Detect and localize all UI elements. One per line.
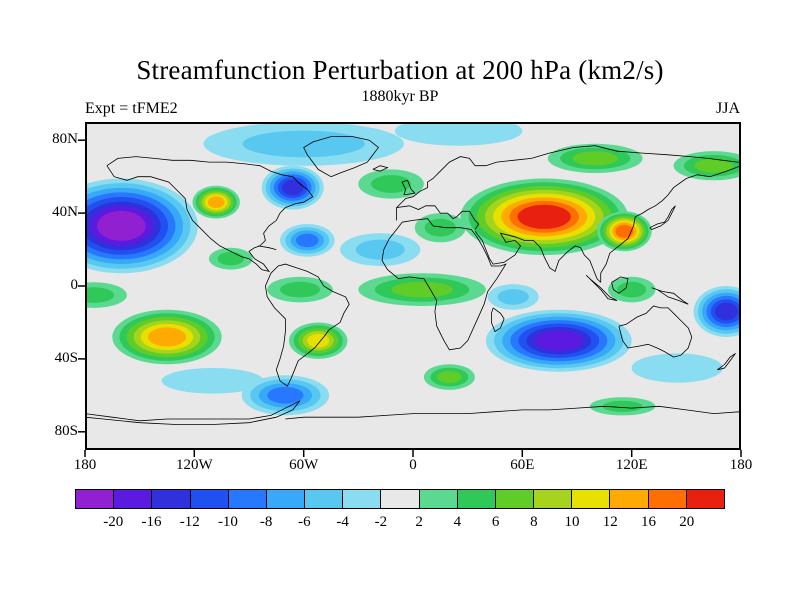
colorbar-segment	[686, 490, 724, 508]
colorbar-tick-label: -2	[374, 514, 388, 530]
lon-tick-label: 180	[73, 457, 97, 473]
colorbar-segment	[305, 490, 344, 508]
colorbar-segment	[648, 490, 687, 508]
plot-title: Streamfunction Perturbation at 200 hPa (…	[136, 55, 664, 85]
colorbar-segment	[457, 490, 496, 508]
lat-tick-label: 80N	[52, 131, 78, 148]
lon-tick-label: 180	[729, 457, 753, 473]
map-panel	[78, 122, 742, 457]
lat-tick-label: 40N	[52, 204, 78, 221]
colorbar-segment	[419, 490, 458, 508]
colorbar-tick-label: 20	[679, 514, 695, 530]
lat-tick-label: 40S	[54, 349, 78, 366]
colorbar-tick-label: 12	[602, 514, 618, 530]
colorbar-tick-label: -4	[336, 514, 349, 530]
colorbar-tick-label: 8	[530, 514, 538, 530]
colorbar-tick-label: 10	[564, 514, 580, 530]
lon-tick-label: 0	[409, 457, 417, 473]
colorbar	[75, 489, 725, 509]
lat-tick-label: 0	[70, 277, 79, 293]
contour-map	[78, 122, 742, 457]
colorbar-segment	[228, 490, 267, 508]
colorbar-segment	[114, 490, 153, 508]
colorbar-segment	[266, 490, 306, 508]
colorbar-tick-label: 16	[641, 514, 657, 530]
colorbar-segment	[190, 490, 229, 508]
lon-tick-label: 60W	[289, 457, 319, 473]
colorbar-tick-label: -10	[217, 514, 238, 530]
colorbar-segment	[343, 490, 382, 508]
lat-tick-label: 80S	[54, 422, 78, 439]
colorbar-tick-label: 6	[491, 514, 500, 530]
plot-subtitle: 1880kyr BP	[361, 88, 439, 105]
colorbar-segment	[572, 490, 611, 508]
colorbar-tick-label: -12	[179, 514, 200, 530]
colorbar-tick-label: 4	[453, 514, 462, 530]
experiment-label: Expt = tFME2	[85, 100, 178, 117]
colorbar-segment	[534, 490, 573, 508]
colorbar-segment	[152, 490, 191, 508]
lon-tick-label: 60E	[510, 457, 535, 473]
colorbar-segment	[76, 490, 115, 508]
season-label: JJA	[715, 100, 740, 117]
colorbar-segment	[381, 490, 420, 508]
colorbar-tick-label: -16	[141, 514, 162, 530]
colorbar-tick-label: 2	[415, 514, 423, 530]
colorbar-tick-label: -6	[298, 514, 311, 530]
colorbar-tick-label: -8	[259, 514, 273, 530]
colorbar-segment	[495, 490, 535, 508]
lon-tick-label: 120W	[175, 457, 213, 473]
colorbar-segment	[610, 490, 649, 508]
lon-tick-label: 120E	[615, 457, 648, 473]
colorbar-tick-label: -20	[103, 514, 124, 530]
